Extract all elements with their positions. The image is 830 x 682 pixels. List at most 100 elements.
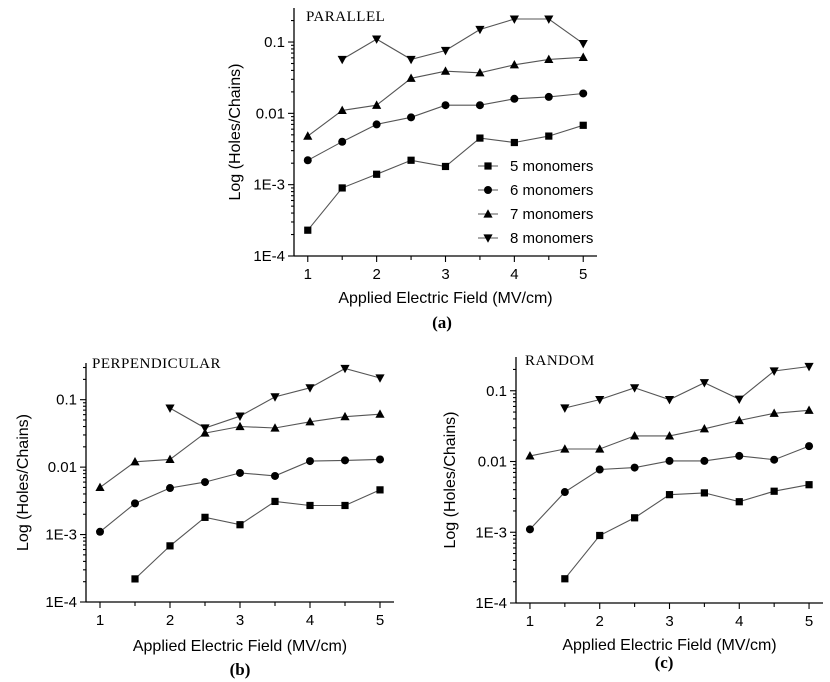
y-tick-label: 0.1 (264, 34, 285, 51)
x-tick-label: 2 (596, 613, 604, 630)
data-point (337, 55, 347, 65)
x-axis-title: Applied Electric Field (MV/cm) (338, 290, 552, 307)
data-point (560, 488, 569, 497)
legend-label: 8 monomers (510, 230, 593, 247)
y-tick-label: 1E-4 (253, 248, 285, 265)
legend-label: 7 monomers (510, 206, 593, 223)
data-point (441, 101, 450, 110)
series-triangle-down (337, 15, 588, 65)
y-tick-label: 0.1 (486, 383, 507, 400)
chart-panel-b: 1 2 3 4 5 1E-4 1E-3 0.01 0.1 Applied Electric Fie… (15, 356, 394, 679)
series-line (134, 489, 381, 580)
data-point (304, 226, 312, 234)
series-triangle-up (525, 405, 814, 460)
data-point (235, 421, 245, 431)
data-point (200, 424, 210, 433)
series-circle (303, 89, 588, 165)
data-point (270, 423, 280, 432)
data-point (735, 451, 744, 460)
data-point (166, 484, 174, 493)
data-point (440, 66, 451, 75)
data-point (805, 442, 814, 451)
x-tick-label: 1 (304, 266, 312, 283)
data-point (165, 454, 175, 464)
data-point (544, 54, 554, 64)
data-point (579, 89, 588, 98)
data-point (769, 367, 779, 376)
data-point (700, 456, 709, 465)
y-tick-label: 1E-3 (45, 527, 77, 544)
data-point (130, 456, 140, 466)
data-point (406, 55, 416, 65)
data-point (734, 395, 744, 404)
data-point (525, 451, 535, 460)
data-point (372, 120, 381, 129)
data-point (595, 444, 605, 453)
x-tick-label: 4 (735, 613, 743, 630)
legend-label: 6 monomers (510, 182, 593, 199)
y-tick-label: 1E-4 (475, 595, 507, 612)
series-circle (525, 442, 814, 534)
data-point (561, 575, 569, 583)
panel-title: PARALLEL (306, 9, 385, 25)
data-point (201, 513, 209, 521)
series-square (131, 486, 384, 583)
data-point (96, 527, 104, 536)
data-point (306, 457, 314, 466)
data-point (544, 92, 553, 101)
y-tick-label: 0.1 (56, 392, 77, 409)
x-tick-label: 1 (526, 613, 534, 630)
data-point (476, 134, 484, 142)
data-point (340, 411, 350, 421)
data-point (578, 40, 588, 49)
data-point (509, 59, 519, 69)
data-point (630, 384, 640, 393)
data-point (131, 499, 139, 508)
data-point (340, 364, 350, 374)
y-tick-label: 0.01 (256, 105, 285, 122)
series-line (341, 18, 584, 60)
data-point (735, 498, 743, 506)
data-point (338, 137, 347, 146)
y-tick-label: 1E-4 (45, 594, 77, 611)
data-point (475, 25, 485, 35)
x-tick-label: 2 (166, 612, 174, 629)
data-point (664, 395, 675, 405)
data-point (305, 417, 315, 426)
data-point (545, 132, 553, 140)
data-point (596, 531, 604, 540)
x-axis-title: Applied Electric Field (MV/cm) (562, 637, 776, 654)
data-point (303, 156, 312, 165)
x-tick-label: 5 (376, 612, 384, 629)
data-point (236, 468, 244, 477)
y-tick-label: 0.01 (48, 459, 77, 476)
data-point (665, 456, 674, 465)
legend-marker (484, 186, 492, 194)
y-tick-label: 0.01 (478, 454, 507, 471)
x-tick-label: 3 (236, 612, 244, 629)
x-tick-label: 5 (579, 266, 587, 283)
data-point (306, 501, 314, 510)
x-tick-label: 4 (510, 266, 518, 283)
data-point (372, 100, 382, 109)
data-point (475, 68, 485, 77)
x-tick-label: 3 (665, 613, 673, 630)
panel-title: PERPENDICULAR (92, 356, 221, 372)
data-point (804, 362, 814, 372)
y-tick-label: 1E-3 (475, 524, 507, 541)
x-tick-label: 1 (96, 612, 104, 629)
data-point (271, 497, 279, 506)
data-point (165, 404, 175, 413)
data-point (338, 184, 346, 192)
legend-label: 5 monomers (510, 158, 593, 175)
data-point (560, 404, 570, 413)
data-point (341, 456, 349, 465)
data-point (769, 408, 779, 417)
data-point (631, 514, 639, 522)
data-point (665, 491, 674, 499)
series-square (561, 481, 813, 583)
data-point (630, 463, 639, 472)
data-point (770, 455, 779, 464)
x-tick-label: 2 (372, 266, 380, 283)
data-point (271, 471, 279, 480)
